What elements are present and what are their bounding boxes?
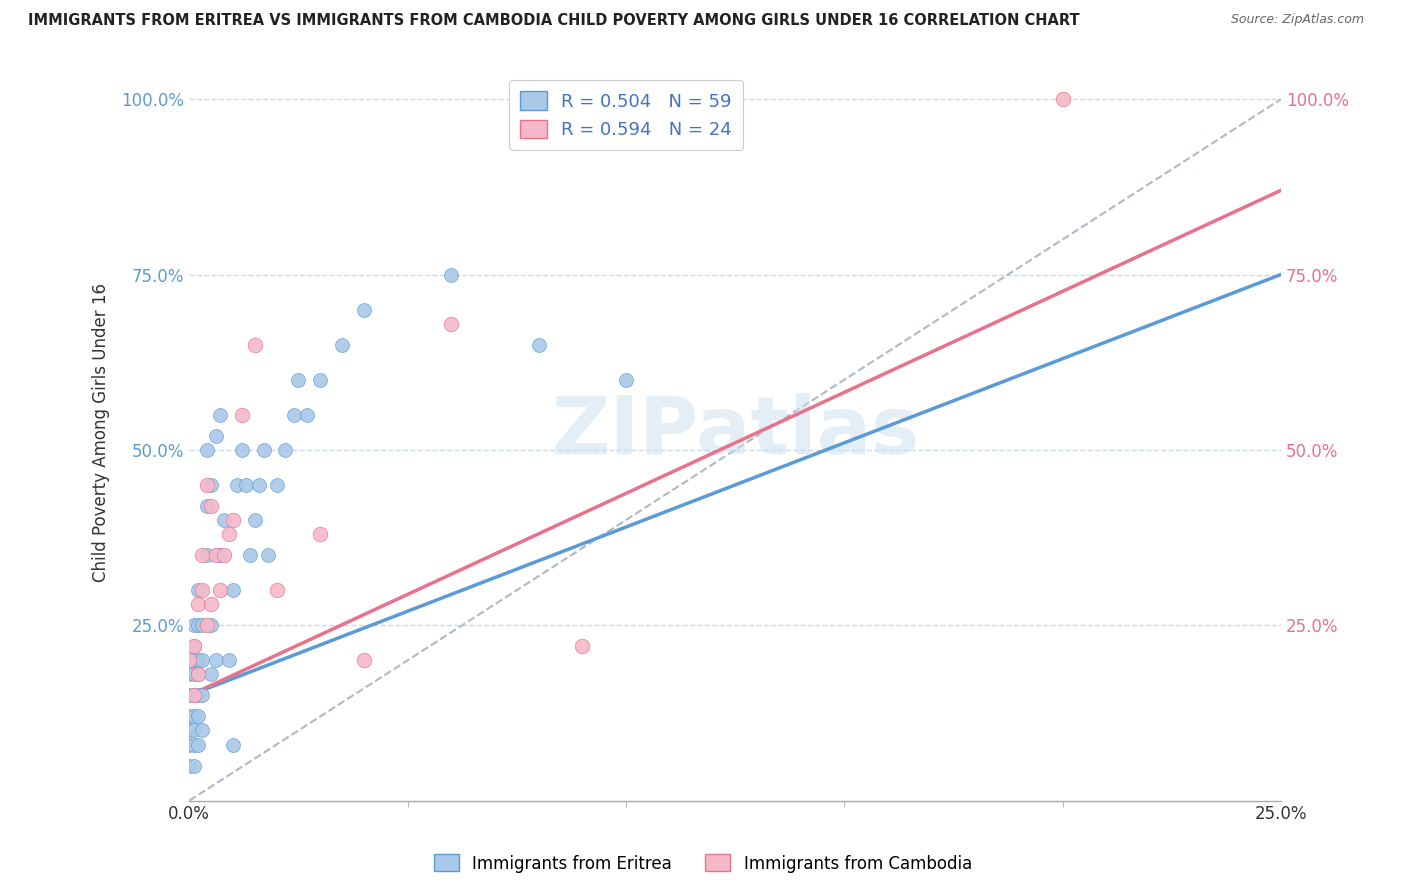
Point [614, 373, 637, 387]
Point [191, 689, 214, 703]
Point [212, 548, 235, 562]
Point [204, 429, 226, 443]
Point [218, 653, 240, 667]
Point [191, 583, 214, 598]
Point [191, 653, 214, 667]
Legend: Immigrants from Eritrea, Immigrants from Cambodia: Immigrants from Eritrea, Immigrants from… [427, 847, 979, 880]
Point [183, 738, 205, 752]
Point [239, 548, 262, 562]
Point [1052, 92, 1074, 106]
Point [247, 478, 270, 492]
Point [195, 499, 218, 513]
Point [208, 408, 231, 422]
Point [257, 548, 280, 562]
Point [183, 689, 205, 703]
Point [353, 653, 375, 667]
Point [191, 618, 214, 632]
Point [200, 478, 222, 492]
Point [440, 268, 463, 282]
Point [283, 408, 305, 422]
Point [204, 653, 226, 667]
Point [243, 337, 266, 351]
Point [187, 667, 209, 681]
Point [266, 583, 288, 598]
Point [187, 583, 209, 598]
Point [179, 738, 201, 752]
Point [309, 373, 332, 387]
Point [183, 640, 205, 654]
Point [222, 583, 245, 598]
Point [183, 667, 205, 681]
Point [179, 723, 201, 738]
Point [231, 442, 253, 457]
Point [571, 640, 593, 654]
Point [200, 667, 222, 681]
Text: Source: ZipAtlas.com: Source: ZipAtlas.com [1230, 13, 1364, 27]
Point [195, 478, 218, 492]
Point [235, 478, 257, 492]
Point [231, 408, 253, 422]
Point [187, 667, 209, 681]
Point [200, 499, 222, 513]
Point [195, 618, 218, 632]
Point [187, 738, 209, 752]
Text: IMMIGRANTS FROM ERITREA VS IMMIGRANTS FROM CAMBODIA CHILD POVERTY AMONG GIRLS UN: IMMIGRANTS FROM ERITREA VS IMMIGRANTS FR… [28, 13, 1080, 29]
Point [222, 738, 245, 752]
Point [440, 317, 463, 331]
Point [287, 373, 309, 387]
Point [179, 653, 201, 667]
Y-axis label: Child Poverty Among Girls Under 16: Child Poverty Among Girls Under 16 [93, 283, 110, 582]
Point [187, 689, 209, 703]
Text: ZIPatlas: ZIPatlas [551, 393, 920, 471]
Point [183, 653, 205, 667]
Point [200, 618, 222, 632]
Point [187, 597, 209, 611]
Point [222, 513, 245, 527]
Point [208, 583, 231, 598]
Point [212, 513, 235, 527]
Point [179, 689, 201, 703]
Point [179, 709, 201, 723]
Point [187, 709, 209, 723]
Point [187, 618, 209, 632]
Point [191, 548, 214, 562]
Legend: R = 0.504   N = 59, R = 0.594   N = 24: R = 0.504 N = 59, R = 0.594 N = 24 [509, 80, 742, 150]
Point [295, 408, 318, 422]
Point [195, 548, 218, 562]
Point [309, 527, 332, 541]
Point [183, 709, 205, 723]
Point [183, 758, 205, 772]
Point [274, 442, 297, 457]
Point [179, 758, 201, 772]
Point [183, 689, 205, 703]
Point [226, 478, 249, 492]
Point [330, 337, 353, 351]
Point [191, 723, 214, 738]
Point [218, 527, 240, 541]
Point [527, 337, 550, 351]
Point [266, 478, 288, 492]
Point [183, 640, 205, 654]
Point [183, 723, 205, 738]
Point [243, 513, 266, 527]
Point [200, 597, 222, 611]
Point [179, 667, 201, 681]
Point [187, 653, 209, 667]
Point [208, 548, 231, 562]
Point [204, 548, 226, 562]
Point [252, 442, 274, 457]
Point [195, 442, 218, 457]
Point [183, 618, 205, 632]
Point [353, 302, 375, 317]
